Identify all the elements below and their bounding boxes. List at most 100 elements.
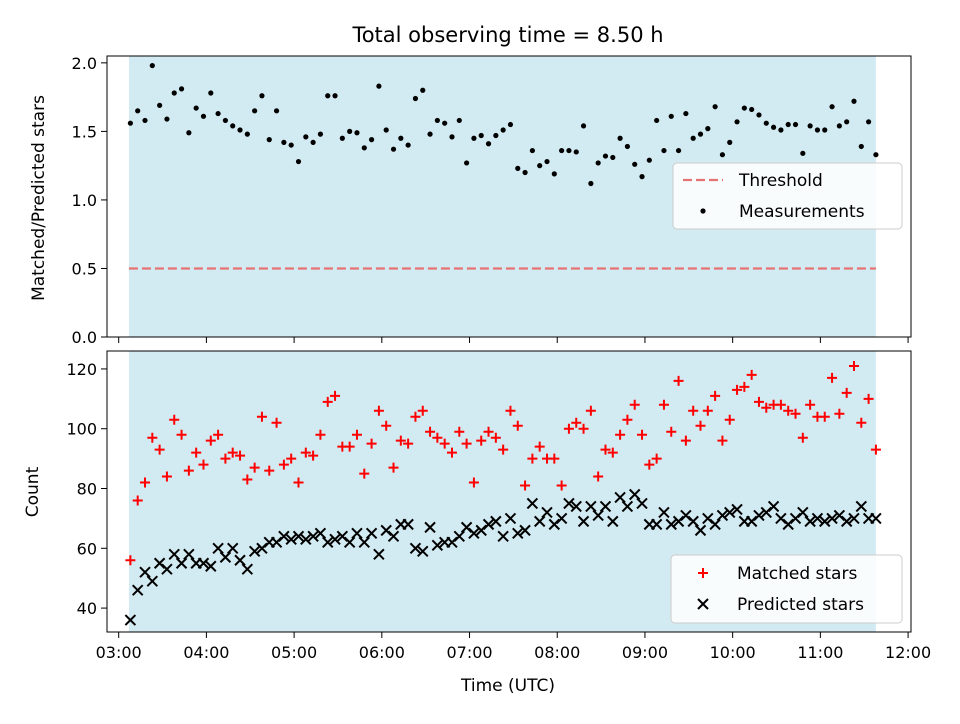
predicted-star-point <box>358 536 370 549</box>
matched-star-point <box>395 435 406 446</box>
predicted-star-point <box>351 527 363 540</box>
measurement-point <box>368 137 375 143</box>
chart-title: Total observing time = 8.50 h <box>351 23 663 47</box>
measurement-point <box>573 149 579 155</box>
matched-star-point <box>520 480 531 491</box>
matched-star-point <box>300 447 311 458</box>
predicted-star-point <box>848 512 860 525</box>
predicted-star-point <box>314 527 327 540</box>
matched-star-point <box>827 372 838 383</box>
x-tick-label: 10:00 <box>710 643 756 662</box>
matched-star-point <box>702 405 713 416</box>
measurement-point <box>785 121 791 128</box>
matched-star-point <box>468 477 479 488</box>
measurement-point <box>529 147 535 154</box>
predicted-star-point <box>614 491 626 504</box>
predicted-star-point <box>431 539 444 552</box>
matched-star-point <box>242 474 253 485</box>
predicted-star-point <box>724 506 736 519</box>
measurement-point <box>222 117 229 124</box>
legend-box <box>672 162 903 230</box>
matched-star-point <box>732 384 743 395</box>
measurement-point <box>471 135 477 141</box>
x-tick-label: 03:00 <box>96 643 142 662</box>
matched-star-point <box>717 435 728 446</box>
matched-star-point <box>498 444 509 455</box>
matched-star-point <box>797 432 808 443</box>
measurement-point <box>624 143 631 150</box>
matched-star-point <box>856 417 867 428</box>
legend-label: Matched stars <box>737 564 857 584</box>
measurement-point <box>135 108 141 114</box>
predicted-star-point <box>577 515 590 528</box>
predicted-star-point <box>124 614 137 626</box>
matched-star-point <box>256 411 267 422</box>
measurement-point <box>500 127 506 133</box>
measurement-point <box>602 153 609 159</box>
measurement-point <box>683 110 689 117</box>
measurement-point <box>317 131 324 137</box>
measurement-point <box>675 147 682 154</box>
measurement-point <box>339 135 345 141</box>
matched-star-point <box>578 423 589 434</box>
measurement-point <box>749 106 755 113</box>
predicted-star-point <box>322 536 334 549</box>
measurement-point <box>273 108 280 114</box>
measurement-point <box>844 119 850 125</box>
predicted-star-point <box>687 515 699 528</box>
predicted-star-point <box>599 500 612 513</box>
predicted-star-point <box>402 518 414 531</box>
matched-star-point <box>739 381 750 392</box>
measurement-point <box>617 135 623 141</box>
matched-star-point <box>512 420 523 431</box>
measurement-point <box>866 119 872 125</box>
matched-star-point <box>425 426 436 437</box>
predicted-star-point <box>716 509 729 522</box>
measurement-point <box>420 87 426 93</box>
measurement-point <box>639 174 645 180</box>
matched-star-point <box>366 438 377 449</box>
predicted-star-point <box>183 548 195 560</box>
measurement-point <box>770 124 777 130</box>
predicted-star-point <box>629 488 641 501</box>
measurement-point <box>873 152 879 158</box>
predicted-star-point <box>519 524 531 537</box>
predicted-star-point <box>497 530 509 543</box>
x-axis-label: Time (UTC) <box>460 676 555 696</box>
matched-star-point <box>695 420 706 431</box>
matched-star-point <box>863 393 874 404</box>
predicted-star-point <box>131 584 144 596</box>
measurement-point <box>281 139 287 145</box>
predicted-star-point <box>819 515 831 528</box>
matched-star-point <box>388 462 399 473</box>
predicted-star-point <box>139 566 151 578</box>
legend-measurement-swatch <box>700 208 706 214</box>
matched-star-point <box>783 405 794 416</box>
measurement-point <box>632 161 638 167</box>
matched-star-point <box>753 396 764 407</box>
measurement-point <box>829 104 835 110</box>
y-tick-label: 1.5 <box>72 122 97 141</box>
measurement-point <box>544 158 550 165</box>
measurement-point <box>668 113 674 119</box>
predicted-star-point <box>753 509 765 522</box>
measurement-point <box>295 158 302 165</box>
measurement-point <box>390 146 397 152</box>
measurement-point <box>697 131 704 137</box>
predicted-star-point <box>365 527 378 540</box>
measurement-point <box>142 117 148 124</box>
measurement-point <box>807 123 813 129</box>
measurement-point <box>580 123 587 129</box>
matched-star-point <box>775 399 786 410</box>
x-tick-label: 09:00 <box>622 643 668 662</box>
matched-star-point <box>593 471 604 482</box>
matched-star-point <box>637 429 648 440</box>
matched-star-point <box>622 414 633 425</box>
predicted-star-point <box>563 497 575 510</box>
measurement-point <box>800 150 806 156</box>
legend-label: Predicted stars <box>737 595 864 615</box>
top-y-axis-label: Matched/Predicted stars <box>29 95 49 301</box>
matched-star-point <box>680 435 691 446</box>
measurement-point <box>252 108 258 114</box>
measurement-point <box>522 169 528 176</box>
